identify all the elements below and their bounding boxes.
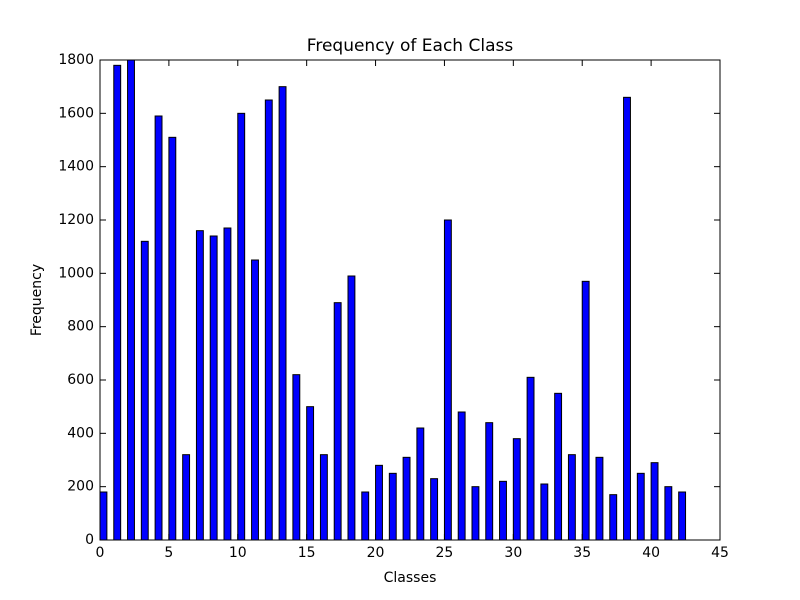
bar (113, 64, 122, 541)
bar (361, 491, 370, 541)
bar (636, 472, 645, 541)
bar (264, 99, 273, 541)
bar (485, 422, 494, 541)
bar (402, 456, 411, 541)
bar (678, 491, 687, 541)
bar (333, 302, 342, 541)
bar (251, 259, 259, 541)
x-tick-label: 10 (229, 545, 247, 561)
x-tick-label: 0 (96, 545, 105, 561)
bar (195, 230, 204, 541)
y-tick-label: 1800 (58, 52, 94, 68)
y-tick-label: 200 (67, 479, 94, 495)
x-tick-label: 5 (164, 545, 173, 561)
bar (127, 59, 135, 541)
bar (581, 280, 590, 541)
bar (319, 454, 328, 541)
x-tick-label: 45 (711, 545, 729, 561)
bar (609, 494, 618, 541)
bar (168, 136, 177, 541)
x-tick-label: 25 (436, 545, 454, 561)
bar (416, 427, 425, 541)
bar (499, 480, 507, 541)
y-tick-label: 400 (67, 425, 94, 441)
bar (306, 406, 315, 541)
bar (347, 275, 356, 541)
y-axis-label: Frequency (29, 264, 45, 336)
bar (567, 454, 576, 541)
y-tick-label: 600 (67, 372, 94, 388)
bar (292, 374, 301, 541)
bar (140, 240, 149, 541)
bar (209, 235, 218, 541)
bar (457, 411, 466, 541)
bar (540, 483, 549, 541)
y-tick-label: 1200 (58, 212, 94, 228)
y-tick-label: 1400 (58, 159, 94, 175)
bar (554, 392, 563, 541)
bar (182, 454, 191, 541)
plot-frame (99, 59, 721, 541)
x-tick-label: 15 (298, 545, 316, 561)
bar (512, 438, 521, 541)
x-tick-label: 35 (573, 545, 591, 561)
bar (375, 464, 383, 541)
bar (388, 472, 397, 541)
bar (664, 486, 673, 541)
x-tick-label: 20 (367, 545, 385, 561)
y-tick-label: 1000 (58, 265, 94, 281)
bar (154, 115, 163, 541)
bar (471, 486, 480, 541)
x-tick-label: 30 (504, 545, 522, 561)
bar (237, 112, 246, 541)
bar (430, 478, 439, 541)
x-axis-label: Classes (384, 570, 437, 586)
bar (443, 219, 452, 541)
bar (223, 227, 232, 541)
y-tick-label: 0 (85, 532, 94, 548)
chart-title: Frequency of Each Class (307, 36, 514, 56)
bar (650, 462, 659, 541)
x-tick-label: 40 (642, 545, 660, 561)
bar (278, 86, 287, 541)
y-tick-label: 1600 (58, 105, 94, 121)
bar (526, 376, 535, 541)
bar (595, 456, 604, 541)
bar (99, 491, 108, 541)
bar (623, 96, 631, 541)
y-tick-label: 800 (67, 319, 94, 335)
